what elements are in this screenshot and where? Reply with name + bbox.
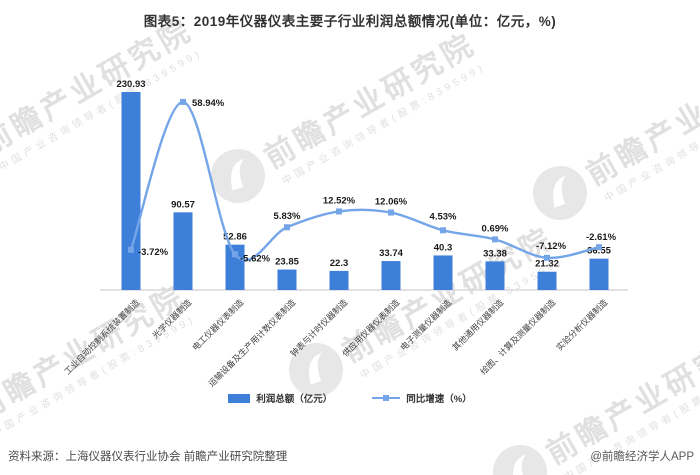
growth-value-label: -7.12%	[536, 241, 567, 252]
profit-bar	[381, 261, 401, 290]
bar-value-label: 33.74	[379, 248, 403, 259]
watermark-text: 前瞻产业研究院	[581, 44, 700, 192]
growth-value-label: 58.94%	[192, 98, 225, 109]
source-text: 资料来源：上海仪器仪表行业协会 前瞻产业研究院整理	[8, 451, 288, 463]
legend-label-profit: 利润总额（亿元）	[256, 394, 333, 405]
line-marker-icon	[383, 395, 390, 401]
profit-bar	[433, 255, 453, 290]
bar-value-label: 23.85	[275, 257, 299, 268]
category-label: 实验分析仪器制造	[554, 297, 610, 353]
profit-bar	[329, 270, 349, 290]
growth-marker	[440, 227, 446, 234]
growth-value-label: -2.61%	[586, 232, 617, 243]
growth-marker	[388, 209, 394, 216]
bar-series-swatch	[228, 393, 251, 403]
legend-label-growth: 同比增速（%）	[406, 394, 472, 405]
category-label: 电工仪器仪表制造	[190, 297, 246, 353]
chart-legend: 利润总额（亿元） 同比增速（%）	[0, 391, 700, 405]
bar-value-label: 21.32	[535, 259, 559, 270]
growth-marker	[336, 208, 342, 215]
profit-bar	[225, 244, 245, 290]
legend-item-profit: 利润总额（亿元）	[228, 391, 332, 405]
growth-value-label: 12.52%	[323, 195, 356, 206]
watermark-swoosh-icon	[513, 454, 527, 475]
bar-value-label: 52.86	[223, 232, 247, 243]
growth-value-label: 5.83%	[274, 211, 301, 222]
growth-value-label: 4.53%	[430, 211, 457, 222]
profit-bar	[277, 269, 297, 290]
profit-bar	[121, 91, 141, 290]
bar-value-label: 33.38	[483, 248, 507, 259]
bar-value-label: 22.3	[330, 258, 349, 269]
growth-marker	[544, 254, 550, 261]
branding-text: @前瞻经济学人APP	[590, 451, 694, 463]
bar-value-label: 40.3	[434, 242, 453, 253]
profit-bar	[173, 212, 193, 290]
growth-marker	[492, 236, 498, 243]
profit-bar	[537, 271, 557, 290]
growth-marker	[128, 246, 134, 253]
growth-value-label: -3.72%	[138, 247, 169, 258]
category-label: 运输设备及生产用计数仪表制造	[206, 297, 298, 389]
growth-marker	[232, 251, 238, 258]
watermark-swoosh-icon	[553, 175, 567, 208]
growth-value-label: -5.62%	[240, 253, 271, 264]
watermark-swoosh-icon	[231, 158, 245, 191]
legend-item-growth: 同比增速（%）	[372, 391, 472, 405]
line-series-swatch	[372, 395, 401, 401]
bar-value-label: 36.55	[587, 246, 611, 257]
footer: 资料来源：上海仪器仪表行业协会 前瞻产业研究院整理 @前瞻经济学人APP	[0, 445, 700, 475]
growth-marker	[284, 224, 290, 231]
watermark-swoosh-icon	[309, 352, 323, 385]
growth-marker	[180, 98, 186, 105]
growth-marker	[596, 244, 602, 251]
bar-value-label: 90.57	[171, 199, 195, 210]
page-title: 图表5：2019年仪器仪表主要子行业利润总额情况(单位：亿元，%)	[143, 14, 557, 29]
watermark-text: 前瞻产业研究院	[0, 13, 199, 161]
bar-value-label: 230.93	[116, 79, 145, 90]
growth-value-label: 0.69%	[482, 223, 509, 234]
profit-bar	[485, 261, 505, 290]
watermark-text: 前瞻产业研究院	[259, 27, 482, 175]
profit-bar	[589, 258, 609, 290]
growth-value-label: 12.06%	[375, 197, 408, 208]
